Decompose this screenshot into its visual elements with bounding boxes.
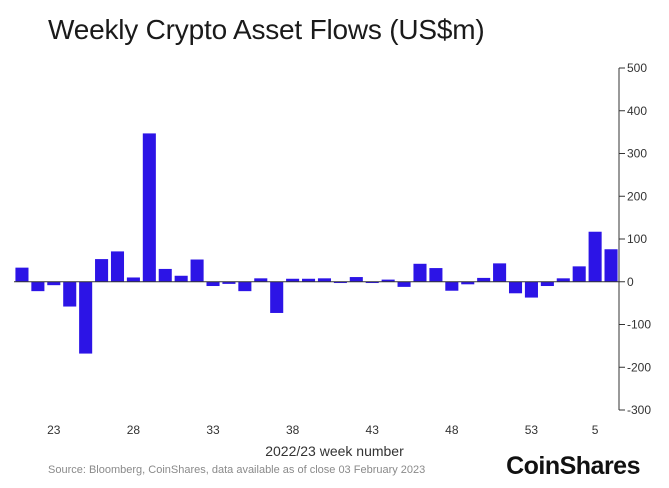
bar-week-23 bbox=[47, 281, 61, 286]
bar-week-49 bbox=[461, 281, 475, 285]
bar-week-33 bbox=[206, 281, 220, 287]
bar-week-39 bbox=[302, 278, 316, 282]
x-tick-label: 53 bbox=[525, 423, 539, 437]
bar-week-45 bbox=[397, 281, 411, 287]
x-axis-label: 2022/23 week number bbox=[265, 443, 404, 459]
bar-week-32 bbox=[190, 259, 204, 282]
bar-week-42 bbox=[349, 277, 363, 282]
bar-week-43 bbox=[365, 281, 379, 284]
y-tick-label: 400 bbox=[627, 104, 647, 118]
bar-week-34 bbox=[222, 281, 236, 284]
bar-week-2 bbox=[556, 278, 570, 282]
bar-week-37 bbox=[270, 281, 284, 313]
source-note: Source: Bloomberg, CoinShares, data avai… bbox=[48, 464, 426, 476]
bar-week-48 bbox=[445, 281, 459, 291]
x-tick-label: 23 bbox=[47, 423, 61, 437]
y-tick-label: 200 bbox=[627, 189, 647, 203]
bar-week-35 bbox=[238, 281, 252, 292]
bar-week-41 bbox=[333, 281, 347, 284]
bar-week-29 bbox=[142, 133, 156, 282]
y-tick-label: -200 bbox=[627, 360, 651, 374]
chart-title: Weekly Crypto Asset Flows (US$m) bbox=[48, 14, 485, 45]
y-tick-label: 100 bbox=[627, 232, 647, 246]
coinshares-logo: CoinShares bbox=[506, 452, 640, 480]
bar-week-5 bbox=[604, 249, 618, 282]
bar-week-52 bbox=[508, 281, 523, 294]
bar-week-24 bbox=[63, 281, 77, 307]
bar-week-31 bbox=[174, 275, 188, 282]
bar-week-50 bbox=[477, 277, 491, 282]
y-tick-label: 300 bbox=[627, 147, 647, 161]
x-tick-label: 48 bbox=[445, 423, 459, 437]
bar-week-40 bbox=[317, 278, 331, 282]
bar-week-51 bbox=[493, 263, 507, 282]
bar-week-47 bbox=[429, 268, 443, 282]
bar-week-36 bbox=[254, 278, 268, 282]
bar-week-25 bbox=[79, 281, 93, 354]
bar-week-1 bbox=[540, 281, 554, 287]
x-tick-label: 43 bbox=[366, 423, 380, 437]
bar-week-30 bbox=[158, 268, 172, 282]
bar-week-27 bbox=[110, 251, 125, 282]
bar-week-21 bbox=[15, 267, 29, 282]
bar-week-4 bbox=[588, 231, 602, 282]
x-tick-label: 33 bbox=[206, 423, 220, 437]
x-tick-label: 5 bbox=[592, 423, 599, 437]
bar-week-46 bbox=[413, 263, 427, 282]
bar-week-3 bbox=[572, 266, 586, 282]
y-tick-label: -100 bbox=[627, 318, 651, 332]
x-tick-label: 28 bbox=[127, 423, 141, 437]
bar-week-53 bbox=[524, 281, 538, 298]
x-tick-label: 38 bbox=[286, 423, 300, 437]
bar-week-44 bbox=[381, 279, 395, 282]
y-tick-label: -300 bbox=[627, 403, 651, 417]
bar-week-28 bbox=[126, 277, 140, 282]
bar-week-22 bbox=[31, 281, 45, 292]
bar-week-38 bbox=[286, 278, 300, 282]
y-tick-label: 0 bbox=[627, 275, 634, 289]
bar-week-26 bbox=[95, 259, 109, 282]
y-tick-label: 500 bbox=[627, 61, 647, 75]
